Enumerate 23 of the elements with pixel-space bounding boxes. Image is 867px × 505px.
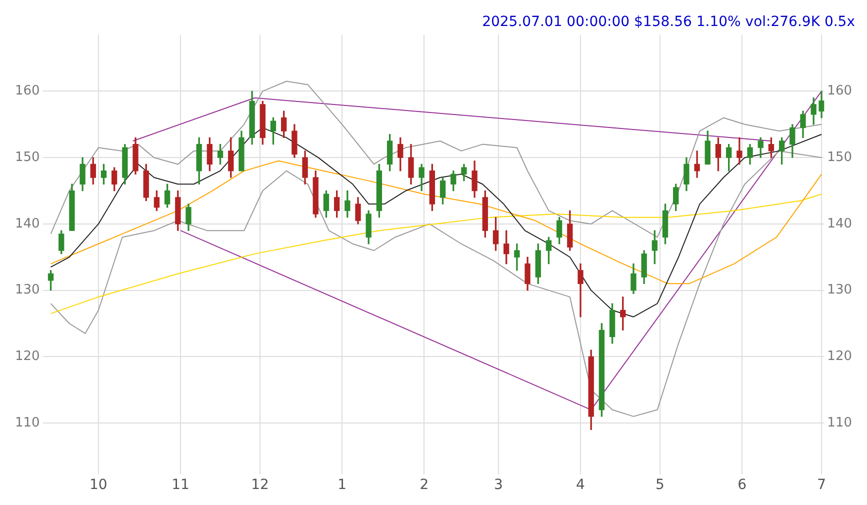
y-tick-label: 160 xyxy=(14,84,40,99)
y2-tick-label: 150 xyxy=(827,150,852,165)
x-tick-label: 3 xyxy=(494,477,503,494)
y-tick-label: 120 xyxy=(14,349,40,364)
chart-title: 2025.07.01 00:00:00 $158.56 1.10% vol:276.9K 0.5x xyxy=(482,14,855,30)
y2-tick-label: 110 xyxy=(827,415,852,430)
x-tick-label: 7 xyxy=(817,477,826,494)
x-tick-label: 5 xyxy=(656,477,664,494)
y-tick-label: 130 xyxy=(14,282,40,298)
x-tick-label: 11 xyxy=(172,477,190,494)
x-tick-label: 1 xyxy=(338,477,347,494)
x-tick-label: 6 xyxy=(738,477,747,494)
x-tick-label: 10 xyxy=(90,477,108,494)
x-tick-label: 12 xyxy=(251,477,269,494)
y2-tick-label: 160 xyxy=(827,84,852,99)
x-tick-label: 2 xyxy=(420,477,429,494)
y2-tick-label: 130 xyxy=(827,282,852,298)
x-tick-label: 4 xyxy=(576,477,586,494)
y-tick-label: 150 xyxy=(14,150,40,165)
y2-tick-label: 140 xyxy=(827,216,852,232)
y2-tick-label: 120 xyxy=(827,349,852,364)
y-tick-label: 110 xyxy=(14,415,40,430)
y-tick-label: 140 xyxy=(14,216,40,232)
